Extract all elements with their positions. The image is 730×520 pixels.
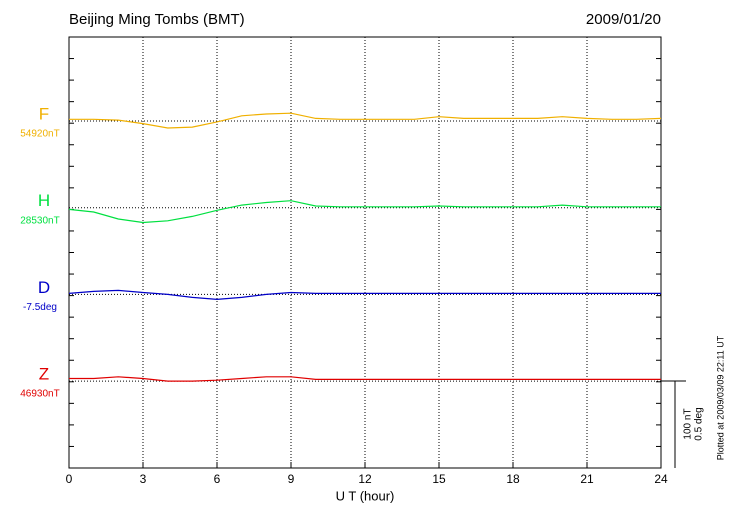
baseline-label: 54920nT <box>20 129 59 140</box>
baseline-label: 46930nT <box>20 389 59 400</box>
baseline-label: 28530nT <box>20 215 59 226</box>
trace <box>68 200 661 224</box>
x-tick-label: 6 <box>214 472 221 486</box>
scale-label: 100 nT <box>683 408 694 439</box>
baseline-label: -7.5deg <box>23 302 57 313</box>
x-tick-label: 12 <box>358 472 372 486</box>
x-tick-label: 0 <box>66 472 73 486</box>
x-tick-label: 18 <box>506 472 520 486</box>
series-name: Z <box>39 365 49 384</box>
chart-title: Beijing Ming Tombs (BMT) <box>69 11 245 28</box>
footnote: Plotted at 2009/03/09 22:11 UT <box>715 335 725 460</box>
x-tick-label: 21 <box>580 472 594 486</box>
x-tick-label: 9 <box>288 472 295 486</box>
x-tick-label: 24 <box>654 472 668 486</box>
x-tick-label: 3 <box>140 472 147 486</box>
series-name: D <box>38 278 50 297</box>
scale-label: 0.5 deg <box>694 407 705 440</box>
x-axis-label: U T (hour) <box>336 488 395 503</box>
chart-date: 2009/01/20 <box>586 11 661 28</box>
trace <box>69 112 662 129</box>
x-tick-label: 15 <box>432 472 446 486</box>
trace <box>68 289 661 301</box>
trace <box>69 376 661 382</box>
series-name: H <box>38 191 50 210</box>
series-name: F <box>39 104 49 123</box>
